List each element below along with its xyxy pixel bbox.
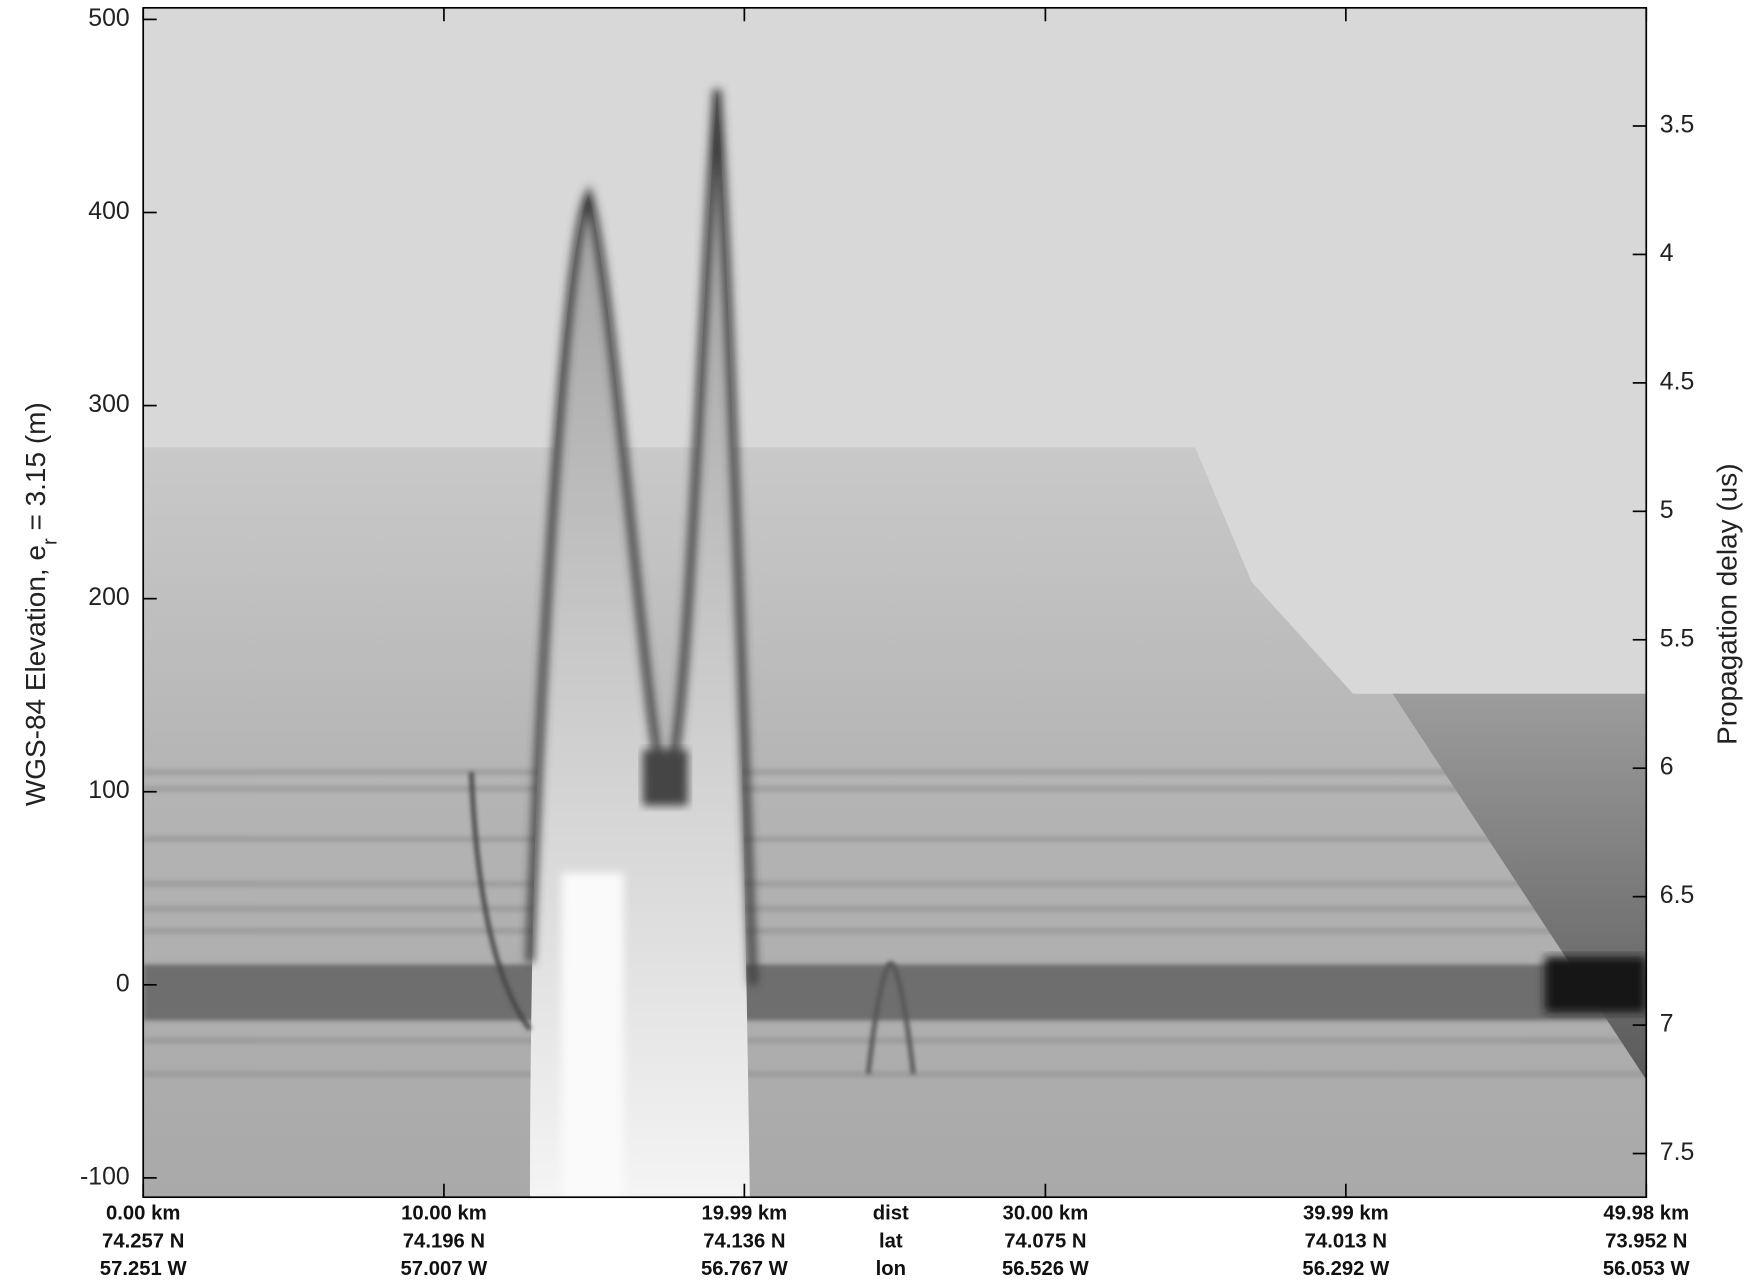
hyperbola <box>469 771 532 1031</box>
y-label-subscript: r <box>39 538 61 545</box>
lat-label: 74.136 N <box>703 1230 785 1252</box>
y-tick-label: 400 <box>88 198 129 225</box>
y-label-suffix: = 3.15 (m) <box>20 402 51 538</box>
dark-spot <box>1544 956 1647 1013</box>
x-tick-label: 0.00 km <box>106 1202 180 1224</box>
lat-label: 74.257 N <box>102 1230 184 1252</box>
hyperbola <box>865 960 916 1075</box>
x-tick-label: 19.99 km <box>702 1202 788 1224</box>
lat-label: 74.013 N <box>1305 1230 1387 1252</box>
y2-tick-label: 6 <box>1660 754 1674 781</box>
y-tick-label: 100 <box>88 777 129 804</box>
y2-tick-label: 7.5 <box>1660 1139 1694 1166</box>
y-tick-label: 300 <box>88 391 129 418</box>
valley-echo <box>642 749 688 806</box>
y-tick-label: 500 <box>88 5 129 32</box>
y-tick-label: -100 <box>80 1163 130 1190</box>
row-label: lon <box>876 1258 906 1280</box>
y2-tick-label: 3.5 <box>1660 112 1694 139</box>
lon-label: 56.292 W <box>1302 1258 1390 1280</box>
y-axis-label: WGS-84 Elevation, er = 3.15 (m) <box>20 402 61 806</box>
y-tick-label: 0 <box>116 970 130 997</box>
y2-tick-label: 6.5 <box>1660 882 1694 909</box>
lat-label: 74.196 N <box>403 1230 485 1252</box>
y2-tick-label: 5 <box>1660 497 1674 524</box>
y2-tick-label: 7 <box>1660 1011 1674 1038</box>
y-label-text: WGS-84 Elevation, e <box>20 545 51 806</box>
lat-label: 74.075 N <box>1004 1230 1086 1252</box>
lon-label: 57.251 W <box>100 1258 188 1280</box>
bright-column <box>561 872 624 1198</box>
x-tick-label: 10.00 km <box>401 1202 487 1224</box>
y2-axis-label: Propagation delay (us) <box>1711 463 1742 744</box>
y2-tick-label: 4 <box>1660 240 1674 267</box>
echogram-image <box>143 7 1647 1198</box>
x-tick-label: 49.98 km <box>1603 1202 1689 1224</box>
y-tick-label: 200 <box>88 584 129 611</box>
lon-label: 56.767 W <box>701 1258 789 1280</box>
x-tick-label: 30.00 km <box>1003 1202 1089 1224</box>
y2-tick-label: 4.5 <box>1660 368 1694 395</box>
lat-label: 73.952 N <box>1605 1230 1687 1252</box>
row-label: dist <box>873 1202 909 1224</box>
axes-box <box>142 6 1648 1199</box>
lon-label: 56.526 W <box>1002 1258 1090 1280</box>
x-tick-label: 39.99 km <box>1303 1202 1389 1224</box>
lon-label: 57.007 W <box>401 1258 489 1280</box>
lon-label: 56.053 W <box>1603 1258 1691 1280</box>
y2-tick-label: 5.5 <box>1660 625 1694 652</box>
row-label: lat <box>879 1230 903 1252</box>
layers <box>143 769 1647 1077</box>
